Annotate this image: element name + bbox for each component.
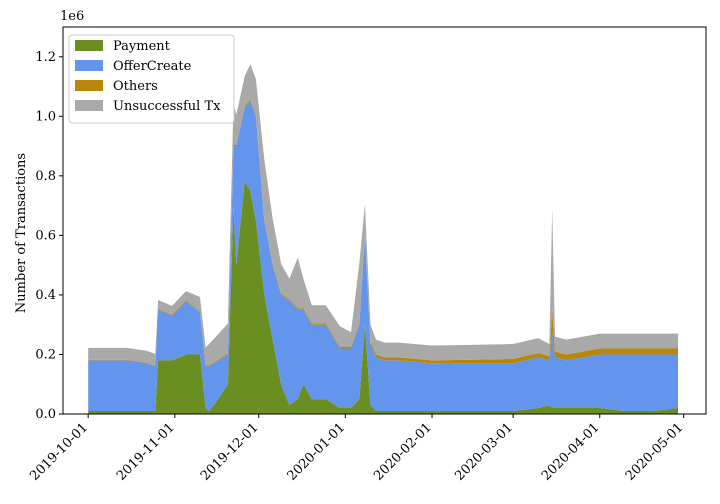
area-series-1 bbox=[88, 181, 678, 414]
x-tick-label: 2019-12-01 bbox=[198, 420, 262, 484]
y-multiplier-label: 1e6 bbox=[60, 9, 84, 24]
legend-label: OfferCreate bbox=[113, 59, 192, 74]
y-tick-label: 0.8 bbox=[35, 169, 56, 184]
area-series-2 bbox=[88, 101, 678, 412]
x-tick-label: 2019-10-01 bbox=[27, 420, 91, 484]
legend-swatch bbox=[75, 60, 103, 71]
x-tick-label: 2020-05-01 bbox=[623, 420, 687, 484]
legend-label: Payment bbox=[113, 39, 171, 54]
x-tick-label: 2020-04-01 bbox=[539, 420, 603, 484]
x-tick-label: 2020-02-01 bbox=[371, 420, 435, 484]
legend: Payment OfferCreate Others Unsuccessful Tx bbox=[68, 34, 235, 124]
y-tick-label: 0.6 bbox=[35, 228, 56, 243]
plot-frame bbox=[62, 26, 707, 415]
y-tick-label: 1.0 bbox=[35, 109, 56, 124]
y-tick-label: 0.2 bbox=[35, 347, 56, 362]
x-tick-label: 2019-11-01 bbox=[114, 420, 178, 484]
area-series-4 bbox=[88, 64, 678, 366]
legend-box bbox=[68, 34, 235, 124]
x-axis-ticks: 2019-10-01 2019-11-01 2019-12-01 2020-01-01… bbox=[27, 414, 686, 484]
legend-label: Unsuccessful Tx bbox=[113, 99, 221, 114]
y-tick-label: 1.2 bbox=[35, 50, 56, 65]
area-series-group bbox=[88, 64, 678, 414]
legend-swatch bbox=[75, 100, 103, 111]
y-tick-label: 0.0 bbox=[35, 407, 56, 422]
y-tick-label: 0.4 bbox=[35, 288, 56, 303]
x-tick-label: 2020-01-01 bbox=[285, 420, 349, 484]
y-axis-label: Number of Transactions bbox=[14, 153, 29, 313]
legend-swatch bbox=[75, 40, 103, 51]
legend-swatch bbox=[75, 80, 103, 91]
legend-label: Others bbox=[113, 79, 158, 94]
x-tick-label: 2020-03-01 bbox=[452, 420, 516, 484]
y-axis-ticks: 0.0 0.2 0.4 0.6 0.8 1.0 1.2 bbox=[35, 50, 63, 422]
